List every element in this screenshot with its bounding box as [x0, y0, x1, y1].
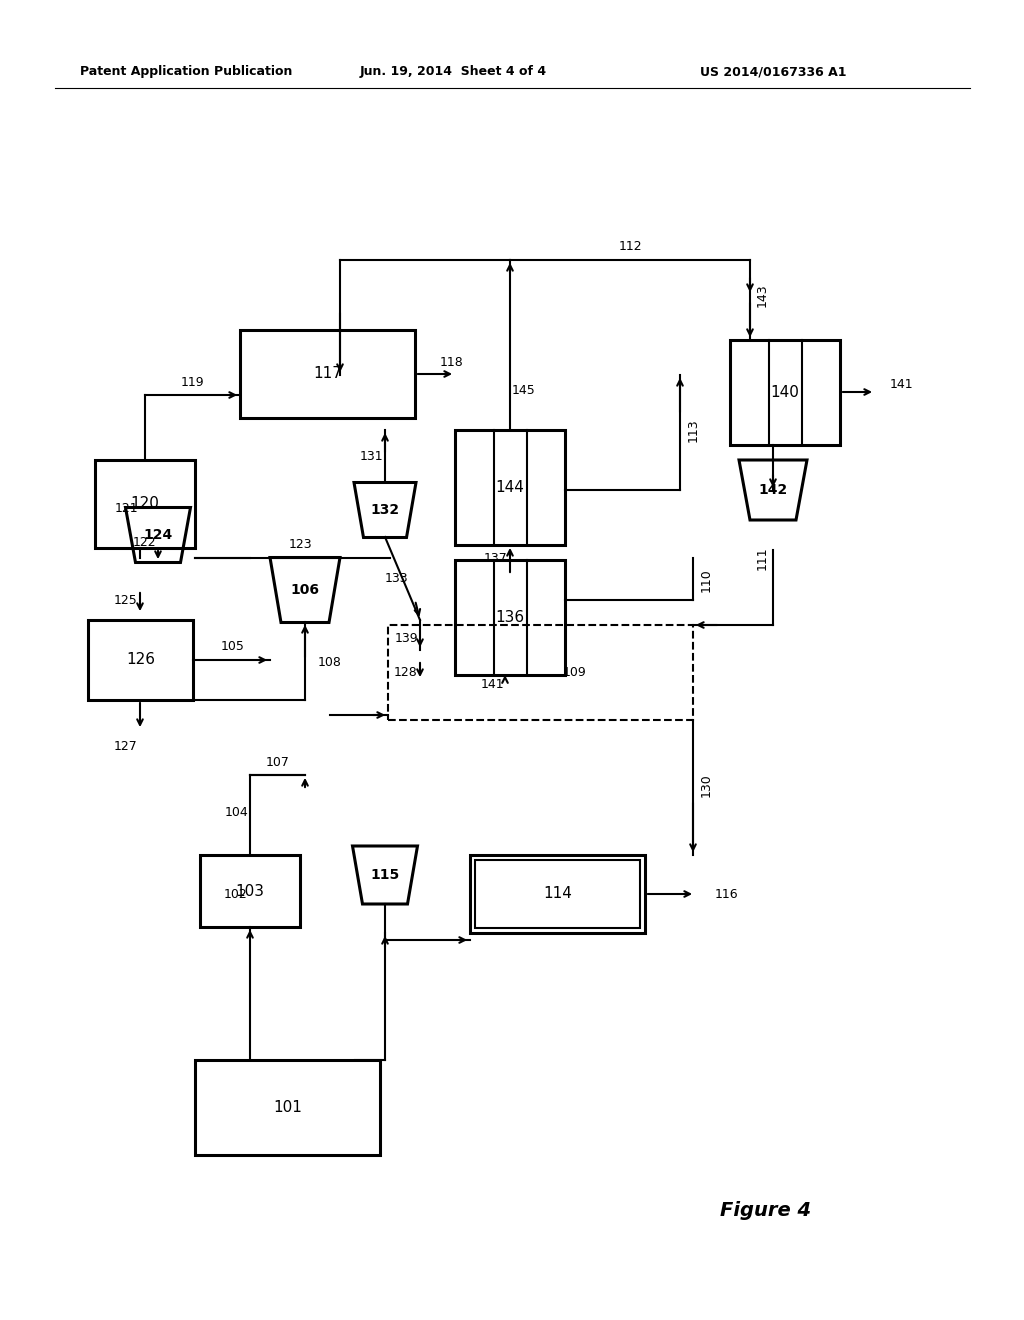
Text: Jun. 19, 2014  Sheet 4 of 4: Jun. 19, 2014 Sheet 4 of 4: [360, 66, 547, 78]
Text: 105: 105: [221, 640, 245, 653]
Bar: [200, 855, 300, 927]
Text: 117: 117: [313, 367, 342, 381]
Text: 121: 121: [115, 502, 138, 515]
Text: 145: 145: [512, 384, 536, 396]
Text: 141: 141: [890, 378, 913, 391]
Text: Patent Application Publication: Patent Application Publication: [80, 66, 293, 78]
Text: 130: 130: [699, 774, 713, 797]
Bar: [470, 855, 645, 933]
Text: 141: 141: [480, 678, 504, 692]
Text: 112: 112: [618, 239, 642, 252]
Text: 108: 108: [318, 656, 342, 668]
Text: 102: 102: [224, 888, 248, 902]
Text: 133: 133: [384, 572, 408, 585]
Text: 122: 122: [132, 536, 156, 549]
Text: Figure 4: Figure 4: [720, 1200, 811, 1220]
Text: 111: 111: [756, 546, 768, 570]
Bar: [455, 560, 565, 675]
Text: 104: 104: [225, 805, 249, 818]
Text: 113: 113: [686, 418, 699, 442]
Text: 127: 127: [114, 741, 138, 752]
Text: 137: 137: [484, 552, 508, 565]
Bar: [455, 430, 565, 545]
Text: 116: 116: [715, 887, 738, 900]
Text: 101: 101: [273, 1100, 302, 1115]
Text: 110: 110: [699, 568, 713, 591]
Text: 125: 125: [114, 594, 138, 606]
Text: US 2014/0167336 A1: US 2014/0167336 A1: [700, 66, 847, 78]
Bar: [730, 341, 840, 445]
Text: 144: 144: [496, 480, 524, 495]
Bar: [240, 330, 415, 418]
Bar: [95, 459, 195, 548]
Text: 136: 136: [496, 610, 524, 624]
Bar: [88, 620, 193, 700]
Text: 139: 139: [394, 631, 418, 644]
Text: 103: 103: [236, 883, 264, 899]
Text: 142: 142: [759, 483, 787, 498]
Text: 106: 106: [291, 583, 319, 597]
Text: 120: 120: [131, 496, 160, 511]
Text: 131: 131: [359, 450, 383, 462]
Bar: [195, 1060, 380, 1155]
Text: 140: 140: [771, 385, 800, 400]
Text: 143: 143: [756, 284, 768, 306]
Text: 109: 109: [563, 665, 587, 678]
Text: 107: 107: [266, 755, 290, 768]
Text: 114: 114: [543, 887, 572, 902]
Bar: [388, 624, 693, 719]
Text: 132: 132: [371, 503, 399, 517]
Text: 118: 118: [440, 355, 464, 368]
Text: 123: 123: [288, 539, 312, 552]
Text: 126: 126: [126, 652, 155, 668]
Text: 119: 119: [180, 375, 204, 388]
Text: 115: 115: [371, 869, 399, 882]
Text: 124: 124: [143, 528, 173, 543]
Bar: [475, 861, 640, 928]
Text: 128: 128: [394, 665, 418, 678]
